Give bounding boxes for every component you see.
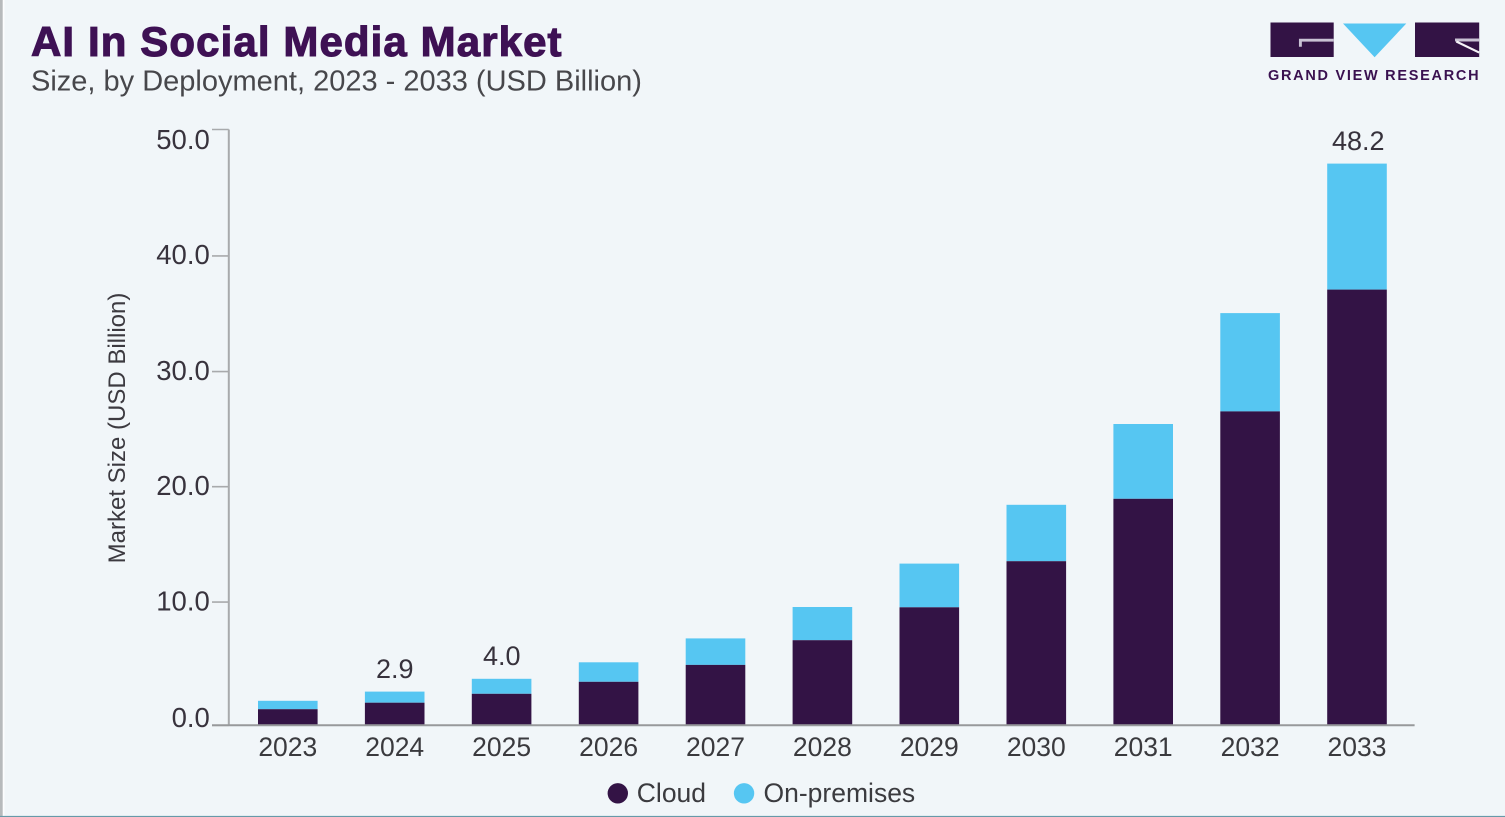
svg-text:Market Size (USD Billion): Market Size (USD Billion) xyxy=(104,293,131,564)
svg-text:Size, by Deployment, 2023 - 20: Size, by Deployment, 2023 - 2033 (USD Bi… xyxy=(31,65,642,97)
svg-text:2.9: 2.9 xyxy=(376,654,414,684)
svg-text:2033: 2033 xyxy=(1328,732,1387,762)
svg-text:10.0: 10.0 xyxy=(156,585,210,616)
svg-text:2024: 2024 xyxy=(365,732,424,762)
svg-text:Cloud: Cloud xyxy=(637,778,706,808)
svg-text:30.0: 30.0 xyxy=(156,355,210,386)
svg-text:2030: 2030 xyxy=(1007,732,1066,762)
svg-text:0.0: 0.0 xyxy=(172,702,210,733)
svg-text:2027: 2027 xyxy=(686,732,745,762)
svg-text:4.0: 4.0 xyxy=(483,641,521,671)
svg-text:On-premises: On-premises xyxy=(764,778,916,808)
svg-text:50.0: 50.0 xyxy=(156,124,210,155)
svg-text:40.0: 40.0 xyxy=(156,239,210,270)
svg-text:AI In Social Media Market: AI In Social Media Market xyxy=(31,18,563,65)
svg-text:2025: 2025 xyxy=(472,732,531,762)
svg-text:2023: 2023 xyxy=(258,732,317,762)
svg-text:2029: 2029 xyxy=(900,732,959,762)
svg-text:48.2: 48.2 xyxy=(1332,126,1385,156)
svg-text:GRAND VIEW RESEARCH: GRAND VIEW RESEARCH xyxy=(1268,68,1480,84)
svg-text:20.0: 20.0 xyxy=(156,470,210,501)
svg-text:2031: 2031 xyxy=(1114,732,1173,762)
svg-text:2028: 2028 xyxy=(793,732,852,762)
svg-text:2032: 2032 xyxy=(1221,732,1280,762)
svg-text:2026: 2026 xyxy=(579,732,638,762)
